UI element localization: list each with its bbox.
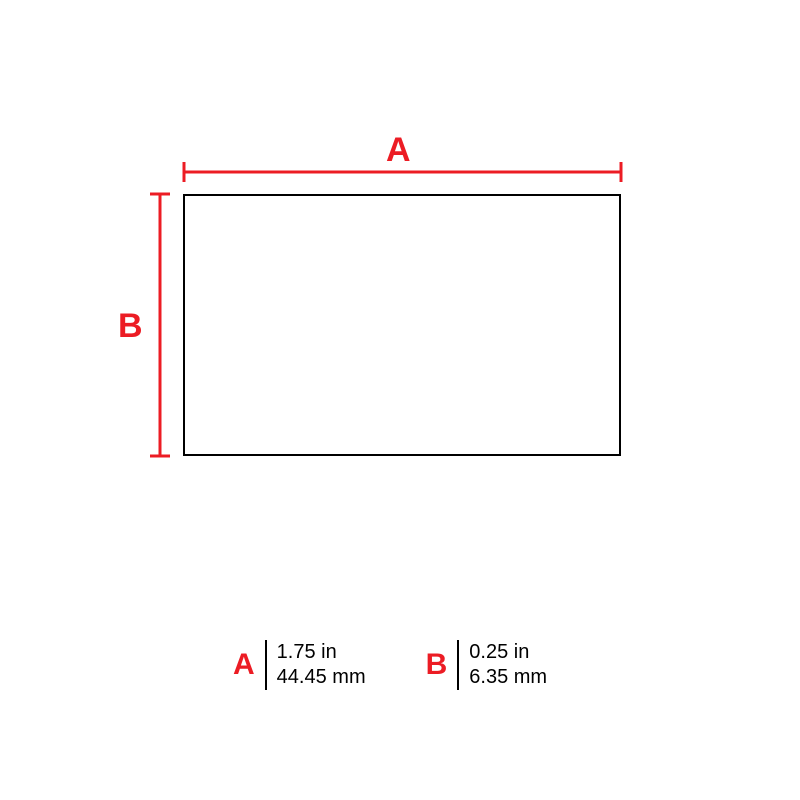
legend-values-b: 0.25 in 6.35 mm xyxy=(469,640,547,690)
legend-item-b: B 0.25 in 6.35 mm xyxy=(426,640,547,690)
legend-letter-b: B xyxy=(426,648,458,682)
legend-a-inches: 1.75 in xyxy=(277,640,366,665)
legend-b-inches: 0.25 in xyxy=(469,640,547,665)
legend-a-mm: 44.45 mm xyxy=(277,665,366,690)
dimension-a-label: A xyxy=(386,131,411,170)
legend-values-a: 1.75 in 44.45 mm xyxy=(277,640,366,690)
legend-divider xyxy=(457,640,459,690)
legend-letter-a: A xyxy=(233,648,265,682)
diagram-canvas: A B A 1.75 in 44.45 mm B 0.25 in 6.35 mm xyxy=(0,0,800,800)
legend-b-mm: 6.35 mm xyxy=(469,665,547,690)
dimension-b-label: B xyxy=(118,307,143,346)
legend-item-a: A 1.75 in 44.45 mm xyxy=(233,640,366,690)
dimension-legend: A 1.75 in 44.45 mm B 0.25 in 6.35 mm xyxy=(233,640,547,690)
legend-divider xyxy=(265,640,267,690)
label-rectangle xyxy=(183,194,621,456)
